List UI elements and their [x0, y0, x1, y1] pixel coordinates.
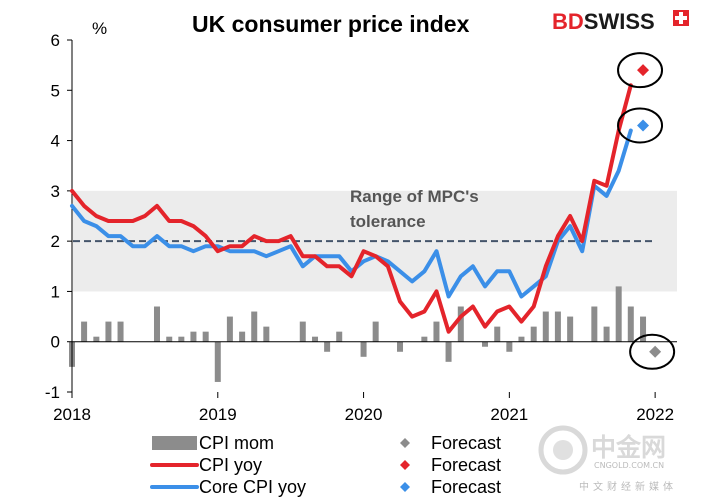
svg-text:BDSWISS: BDSWISS: [552, 9, 655, 34]
cpi-mom-bar: [506, 341, 513, 352]
cpi-mom-bar: [105, 321, 112, 342]
watermark-domain: CNGOLD.COM.CN: [594, 461, 664, 470]
legend-forecast-marker: [400, 460, 410, 470]
cpi-yoy-line: [70, 83, 633, 334]
brand-part1: BD: [552, 9, 584, 34]
cpi-mom-bar: [312, 336, 319, 342]
cpi-mom-bar: [518, 336, 525, 342]
forecast-marker-cpi-mom: [649, 345, 662, 358]
y-axis-ticks: 6 5 4 3 2 1 0 -1: [45, 31, 72, 402]
y-tick-label: 0: [51, 333, 60, 352]
y-tick-label: -1: [45, 383, 60, 402]
cpi-mom-bar: [494, 326, 501, 342]
forecast-highlight-circle: [629, 333, 676, 370]
cpi-mom-bar: [554, 311, 561, 342]
cpi-mom-bar: [214, 341, 221, 382]
cpi-mom-bar: [178, 336, 185, 342]
watermark-tagline: 中文财经新媒体: [579, 480, 677, 493]
forecast-highlight-circle: [617, 107, 664, 144]
y-tick-label: 1: [51, 282, 60, 301]
x-tick-label: 2022: [636, 405, 674, 424]
forecast-marker-core-cpi-yoy: [637, 119, 650, 132]
x-tick-label: 2020: [345, 405, 383, 424]
x-tick-label: 2018: [53, 405, 91, 424]
cpi-mom-bar: [482, 341, 489, 347]
cpi-mom-bar: [226, 316, 233, 342]
chart-title: UK consumer price index: [192, 11, 470, 37]
legend-forecast-label: Forecast: [431, 433, 501, 453]
legend-series-label: CPI mom: [199, 433, 274, 453]
cpi-mom-bar: [117, 321, 124, 342]
y-tick-label: 2: [51, 232, 60, 251]
cpi-mom-bar: [299, 321, 306, 342]
x-tick-label: 2019: [199, 405, 237, 424]
x-tick-label: 2021: [490, 405, 528, 424]
forecast-markers: [637, 64, 662, 358]
cpi-mom-bar: [567, 316, 574, 342]
cpi-mom-bar: [153, 306, 160, 342]
legend-forecast-marker: [400, 438, 410, 448]
y-tick-label: 5: [51, 81, 60, 100]
y-axis-unit-label: %: [92, 19, 107, 38]
cpi-mom-bar: [263, 326, 270, 342]
legend-forecast-label: Forecast: [431, 455, 501, 475]
legend-series-label: CPI yoy: [199, 455, 262, 475]
cpi-mom-bar: [336, 331, 343, 342]
cpi-mom-bar: [202, 331, 209, 342]
cpi-mom-bar: [324, 341, 331, 352]
brand-part2: SWISS: [584, 9, 655, 34]
cpi-mom-bar: [421, 336, 428, 342]
cpi-mom-bar: [445, 341, 452, 362]
cpi-mom-bar: [640, 316, 647, 342]
y-tick-label: 6: [51, 31, 60, 50]
legend-forecast-marker: [400, 482, 410, 492]
legend-swatch-bar: [152, 436, 197, 450]
x-axis-ticks: 2018 2019 2020 2021 2022: [53, 392, 674, 424]
cpi-mom-bar: [615, 286, 622, 342]
y-tick-label: 3: [51, 182, 60, 201]
bdswiss-logo: BDSWISS: [552, 9, 689, 34]
legend-series-label: Core CPI yoy: [199, 477, 306, 497]
tolerance-band-label-line1: Range of MPC's: [350, 187, 479, 206]
cpi-mom-bar: [627, 306, 634, 342]
swiss-cross-icon: [673, 10, 689, 26]
series-lines: [70, 83, 633, 334]
tolerance-band-label-line2: tolerance: [350, 212, 426, 231]
cpi-mom-bar: [591, 306, 598, 342]
cpi-mom-bar: [542, 311, 549, 342]
forecast-marker-cpi-yoy: [637, 64, 650, 77]
cpi-mom-bar: [360, 341, 367, 357]
cpi-mom-bar: [93, 336, 100, 342]
cpi-mom-bar: [81, 321, 88, 342]
cpi-mom-bar: [190, 331, 197, 342]
forecast-highlight-circle: [617, 52, 664, 89]
watermark-name: 中金网: [591, 433, 666, 462]
cpi-mom-bar: [433, 321, 440, 342]
legend-forecast-label: Forecast: [431, 477, 501, 497]
cpi-mom-bar: [166, 336, 173, 342]
core-cpi-yoy-line: [70, 128, 633, 299]
cpi-mom-bar: [457, 306, 464, 342]
cpi-mom-bar: [239, 331, 246, 342]
y-tick-label: 4: [51, 132, 60, 151]
gold-logo-icon: [538, 425, 588, 475]
cngold-watermark: 中金网 CNGOLD.COM.CN 中文财经新媒体: [538, 425, 677, 493]
cpi-mom-bar: [251, 311, 258, 342]
forecast-highlight-circles: [617, 52, 676, 370]
chart-legend: CPI mom Forecast CPI yoy Forecast Core CPI y…: [150, 433, 501, 497]
cpi-mom-bar: [397, 341, 404, 352]
cpi-mom-bars: [69, 286, 647, 382]
cpi-mom-bar: [603, 326, 610, 342]
cpi-mom-bar: [372, 321, 379, 342]
cpi-mom-bar: [530, 326, 537, 342]
